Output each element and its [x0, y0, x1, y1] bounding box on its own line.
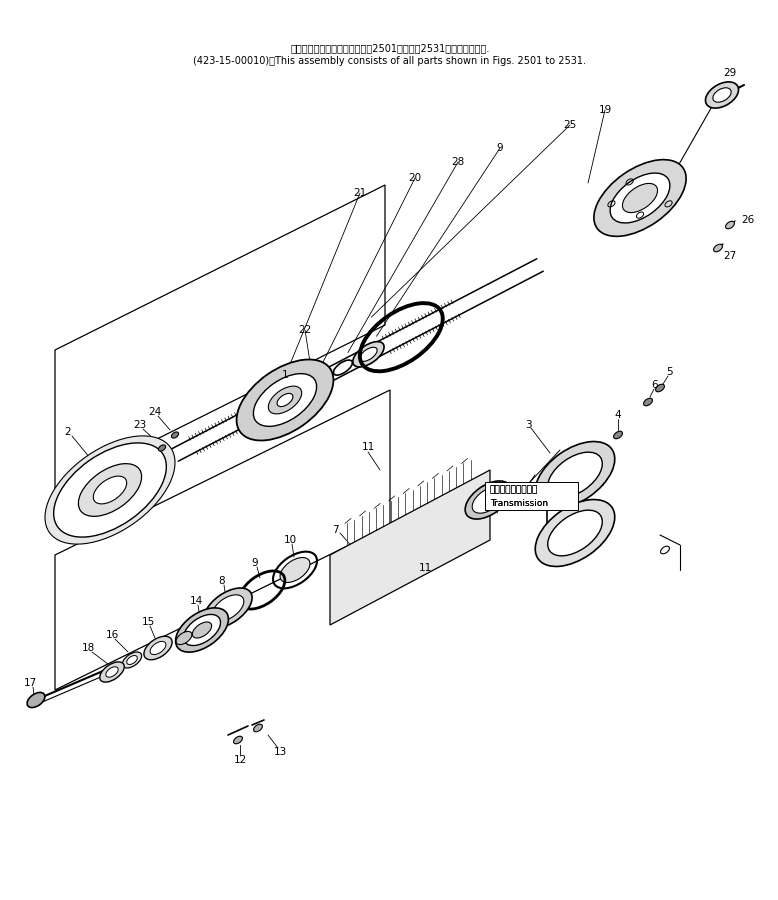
Ellipse shape	[176, 608, 229, 652]
Text: トランスミッション: トランスミッション	[490, 485, 538, 494]
Ellipse shape	[277, 393, 293, 407]
Ellipse shape	[272, 388, 296, 408]
Text: 24: 24	[149, 407, 162, 417]
Ellipse shape	[254, 374, 317, 427]
Ellipse shape	[100, 662, 124, 682]
Text: トランスミッション: トランスミッション	[490, 485, 538, 494]
Ellipse shape	[106, 667, 118, 677]
Text: 19: 19	[598, 105, 612, 115]
Text: Transmission: Transmission	[490, 499, 548, 508]
Ellipse shape	[93, 476, 127, 504]
Text: 10: 10	[283, 535, 296, 545]
Text: 25: 25	[563, 120, 576, 130]
Ellipse shape	[303, 374, 324, 392]
Ellipse shape	[144, 636, 172, 660]
Text: このアセンブリの構成部品は第2501図から第2531図まで含みます.: このアセンブリの構成部品は第2501図から第2531図まで含みます.	[290, 43, 489, 53]
Text: 28: 28	[451, 157, 464, 167]
Text: Transmission: Transmission	[490, 499, 548, 508]
Ellipse shape	[713, 244, 723, 252]
Ellipse shape	[656, 384, 664, 392]
Text: 18: 18	[82, 643, 95, 653]
Ellipse shape	[212, 595, 244, 621]
Ellipse shape	[79, 464, 142, 517]
Text: 2: 2	[65, 427, 72, 437]
Text: 13: 13	[273, 747, 286, 757]
Text: 22: 22	[299, 325, 312, 335]
Text: 8: 8	[219, 576, 226, 586]
Text: 14: 14	[189, 596, 202, 606]
Ellipse shape	[54, 443, 166, 537]
Ellipse shape	[614, 431, 622, 439]
Ellipse shape	[204, 588, 252, 628]
Ellipse shape	[268, 386, 302, 414]
Ellipse shape	[176, 632, 192, 644]
Text: 6: 6	[652, 380, 658, 390]
Text: 9: 9	[252, 558, 258, 568]
Text: 5: 5	[667, 367, 673, 377]
Text: 11: 11	[419, 563, 432, 573]
Text: 23: 23	[133, 420, 146, 430]
Ellipse shape	[27, 692, 45, 707]
Text: 11: 11	[361, 442, 375, 452]
Ellipse shape	[192, 622, 212, 638]
Ellipse shape	[150, 642, 166, 654]
Ellipse shape	[610, 173, 670, 223]
Ellipse shape	[297, 369, 331, 396]
Text: 17: 17	[23, 678, 37, 688]
Ellipse shape	[334, 360, 352, 375]
Text: 21: 21	[353, 188, 366, 198]
Text: 29: 29	[724, 68, 737, 78]
Ellipse shape	[622, 184, 657, 212]
Ellipse shape	[472, 487, 504, 513]
Ellipse shape	[726, 221, 734, 229]
Text: 3: 3	[524, 420, 531, 430]
Ellipse shape	[465, 481, 511, 519]
Polygon shape	[330, 470, 490, 625]
Ellipse shape	[171, 432, 179, 438]
Ellipse shape	[535, 500, 615, 566]
Ellipse shape	[548, 452, 602, 498]
Text: 1: 1	[282, 370, 289, 380]
Text: 12: 12	[233, 755, 247, 765]
Ellipse shape	[122, 652, 142, 668]
Polygon shape	[485, 482, 578, 510]
Text: 26: 26	[741, 215, 755, 225]
Ellipse shape	[254, 724, 262, 732]
Ellipse shape	[713, 88, 731, 103]
Text: 4: 4	[615, 410, 622, 420]
Text: 27: 27	[724, 251, 737, 261]
Ellipse shape	[359, 347, 377, 361]
Ellipse shape	[233, 736, 243, 743]
Text: 9: 9	[496, 143, 503, 153]
Text: (423-15-00010)：This assembly consists of all parts shown in Figs. 2501 to 2531.: (423-15-00010)：This assembly consists of…	[194, 56, 587, 66]
Ellipse shape	[184, 615, 220, 645]
Ellipse shape	[45, 436, 175, 544]
Text: 7: 7	[331, 525, 338, 535]
Text: 16: 16	[105, 630, 118, 640]
Ellipse shape	[237, 359, 334, 440]
Text: 15: 15	[142, 617, 155, 627]
Ellipse shape	[127, 655, 137, 664]
Ellipse shape	[280, 557, 310, 582]
Ellipse shape	[353, 342, 384, 367]
Ellipse shape	[594, 159, 686, 237]
Ellipse shape	[548, 510, 602, 556]
Ellipse shape	[661, 546, 669, 554]
Ellipse shape	[643, 398, 653, 406]
Ellipse shape	[159, 445, 166, 451]
Ellipse shape	[535, 442, 615, 508]
Text: 20: 20	[408, 173, 422, 183]
Ellipse shape	[706, 82, 738, 108]
